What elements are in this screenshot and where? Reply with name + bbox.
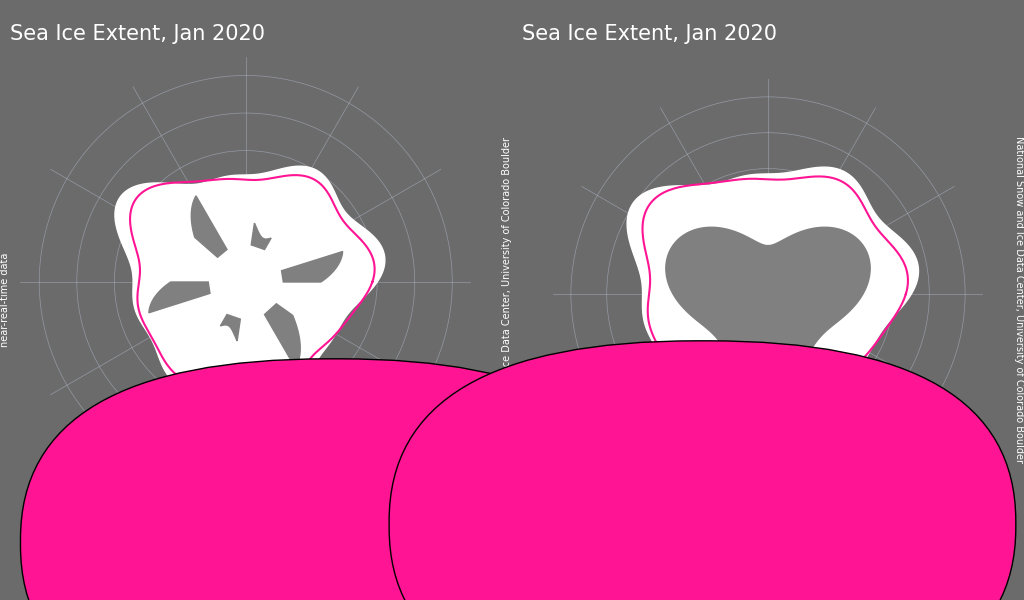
Polygon shape: [115, 166, 385, 428]
Polygon shape: [253, 226, 271, 250]
Text: Sea Ice Extent, Jan 2020: Sea Ice Extent, Jan 2020: [10, 24, 265, 44]
Polygon shape: [281, 244, 343, 282]
Text: median ice edge 1981-2010: median ice edge 1981-2010: [712, 520, 868, 529]
Polygon shape: [666, 227, 870, 378]
Text: median ice edge 1981-2010: median ice edge 1981-2010: [343, 538, 500, 547]
Polygon shape: [191, 196, 227, 260]
Polygon shape: [148, 282, 211, 323]
Text: National Snow and Ice Data Center, University of Colorado Boulder: National Snow and Ice Data Center, Unive…: [1014, 136, 1024, 463]
Text: National Snow and Ice Data Center, University of Colorado Boulder: National Snow and Ice Data Center, Unive…: [502, 136, 512, 463]
Text: Sea Ice Extent, Jan 2020: Sea Ice Extent, Jan 2020: [522, 24, 777, 44]
Text: Total extent = 13.6 million sq km: Total extent = 13.6 million sq km: [119, 568, 393, 586]
Text: Total extent = 4.5 million sq km: Total extent = 4.5 million sq km: [636, 568, 900, 586]
Polygon shape: [627, 167, 919, 451]
Polygon shape: [220, 314, 242, 344]
Text: near-real-time data: near-real-time data: [0, 253, 10, 347]
Polygon shape: [264, 306, 300, 368]
